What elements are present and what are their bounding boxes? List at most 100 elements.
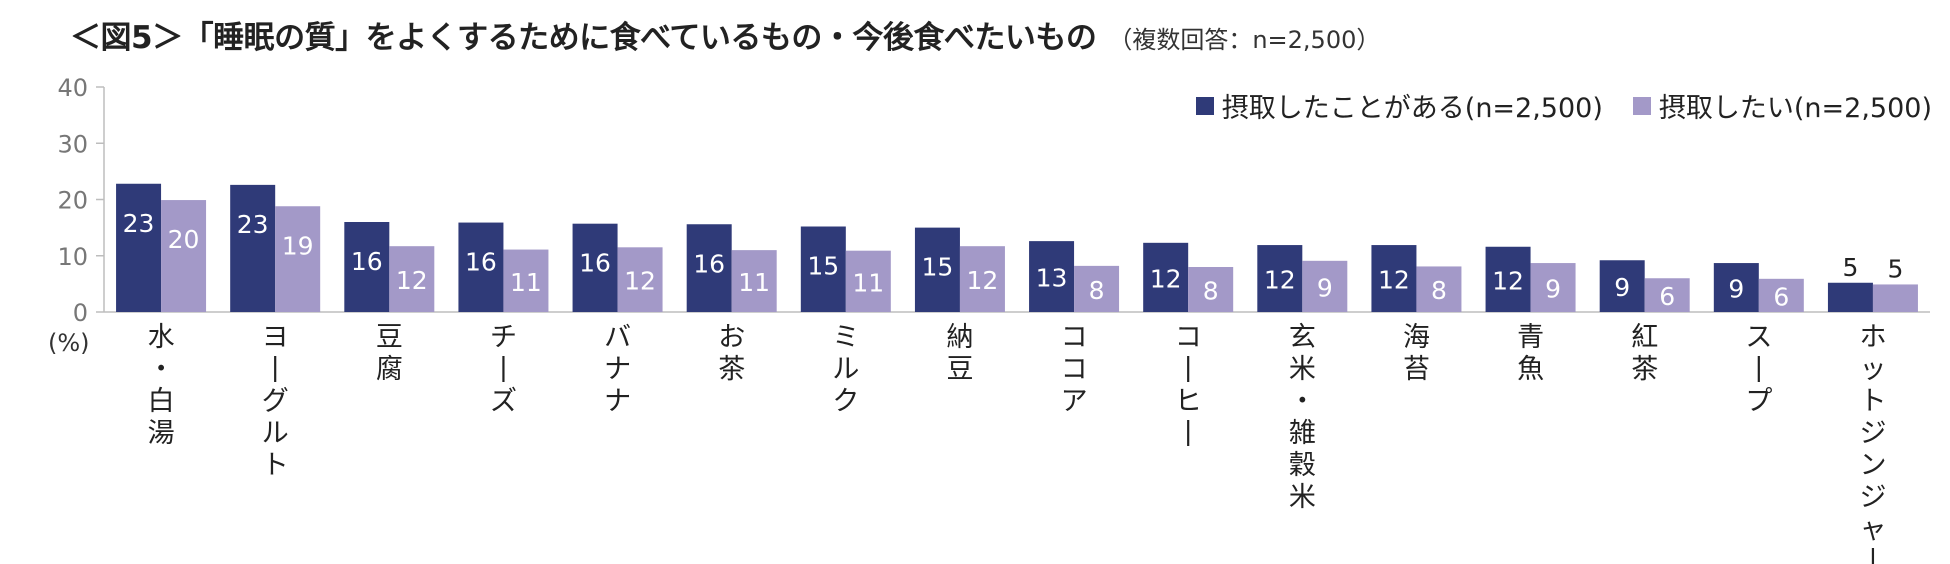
bar-series-2 bbox=[1416, 266, 1462, 312]
data-label-series-1: 12 bbox=[1492, 266, 1524, 295]
data-label-series-2: 20 bbox=[168, 225, 200, 254]
category-label: お茶 bbox=[718, 322, 745, 385]
data-label-series-2: 6 bbox=[1659, 282, 1675, 311]
legend-label-series-2: 摂取したい(n=2,500) bbox=[1658, 93, 1932, 124]
legend: 摂取したことがある(n=2,500) 摂取したい(n=2,500) bbox=[1195, 86, 1932, 125]
category-label: スプ bbox=[1745, 322, 1772, 417]
data-label-series-1: 5 bbox=[1842, 253, 1858, 282]
bar-series-1 bbox=[800, 226, 846, 312]
data-label-series-2: 11 bbox=[738, 268, 770, 297]
bar-series-1 bbox=[116, 183, 162, 312]
bar-series-2 bbox=[617, 247, 663, 312]
category-label: 玄米・雑穀米 bbox=[1289, 322, 1316, 513]
bar-series-1 bbox=[1143, 242, 1189, 312]
data-label-series-2: 19 bbox=[282, 231, 314, 260]
y-tick-label: 20 bbox=[57, 187, 88, 215]
bar-series-1 bbox=[1371, 245, 1417, 312]
chart-title-block: ＜図5＞「睡眠の質」をよくするために食べているもの・今後食べたいもの （複数回答：… bbox=[70, 12, 1380, 57]
data-label-series-1: 16 bbox=[693, 249, 725, 278]
bar-series-1 bbox=[1257, 245, 1303, 312]
legend-item-series-1: 摂取したことがある(n=2,500) bbox=[1195, 86, 1603, 125]
bar-series-2 bbox=[1872, 284, 1918, 312]
category-label: 青魚 bbox=[1517, 322, 1544, 385]
category-label: ホットジンジャ bbox=[1859, 322, 1886, 545]
legend-swatch-series-1 bbox=[1195, 96, 1214, 115]
bar-series-2 bbox=[1644, 278, 1690, 312]
bar-series-2 bbox=[731, 250, 777, 312]
data-label-series-2: 5 bbox=[1887, 254, 1903, 283]
y-tick-label: 40 bbox=[57, 74, 88, 102]
category-label: 豆腐 bbox=[376, 322, 403, 385]
bar-series-1 bbox=[1485, 246, 1531, 312]
data-label-series-1: 16 bbox=[351, 247, 383, 276]
data-label-series-1: 12 bbox=[1378, 266, 1410, 295]
bar-series-1 bbox=[572, 223, 618, 312]
data-label-series-2: 11 bbox=[510, 268, 542, 297]
y-tick-label: 30 bbox=[57, 130, 88, 158]
data-label-series-1: 12 bbox=[1264, 266, 1296, 295]
chart-subtitle: （複数回答：n=2,500） bbox=[1108, 26, 1381, 54]
bar-series-2 bbox=[275, 206, 321, 312]
label-layer: 23 20 水・白湯 23 19 ヨグルト 16 12 豆腐 16 11 チズ 16 12 バナナ 16 11 お… bbox=[123, 209, 1903, 564]
legend-swatch-series-2 bbox=[1632, 96, 1651, 115]
bar-series-1 bbox=[686, 224, 732, 312]
axis-layer: 0 10 20 30 40 (%) bbox=[48, 74, 1930, 357]
category-label: 納豆 bbox=[946, 322, 973, 385]
bar-series-2 bbox=[1074, 265, 1120, 312]
data-label-series-1: 16 bbox=[465, 248, 497, 277]
data-label-series-2: 9 bbox=[1545, 275, 1561, 304]
category-label: ミルク bbox=[832, 322, 859, 417]
chart-title: ＜図5＞「睡眠の質」をよくするために食べているもの・今後食べたいもの bbox=[70, 20, 1097, 56]
bar-series-2 bbox=[1758, 278, 1804, 312]
bar-series-1 bbox=[230, 184, 276, 312]
data-label-series-2: 11 bbox=[852, 268, 884, 297]
bar-series-1 bbox=[1713, 263, 1759, 312]
legend-item-series-2: 摂取したい(n=2,500) bbox=[1632, 86, 1932, 125]
data-label-series-2: 9 bbox=[1317, 273, 1333, 302]
category-label: 紅茶 bbox=[1631, 322, 1658, 385]
bar-series-2 bbox=[161, 200, 207, 312]
bar-series-1 bbox=[1029, 241, 1075, 312]
bar-series-1 bbox=[1599, 260, 1645, 312]
data-label-series-2: 6 bbox=[1773, 282, 1789, 311]
bar-series-1 bbox=[458, 222, 504, 312]
bar-series-1 bbox=[1827, 282, 1873, 312]
category-label: バナナ bbox=[604, 322, 631, 417]
bar-series-2 bbox=[503, 249, 549, 312]
data-label-series-1: 13 bbox=[1036, 264, 1068, 293]
data-label-series-2: 8 bbox=[1203, 277, 1219, 306]
data-label-series-1: 12 bbox=[1150, 264, 1182, 293]
bar-series-2 bbox=[389, 246, 435, 312]
bar-series-1 bbox=[344, 222, 390, 312]
bar-series-2 bbox=[959, 246, 1005, 312]
category-label: コヒ bbox=[1175, 322, 1202, 417]
data-label-series-1: 9 bbox=[1614, 273, 1630, 302]
category-label: ココア bbox=[1061, 322, 1088, 417]
data-label-series-2: 8 bbox=[1089, 276, 1105, 305]
category-label: 海苔 bbox=[1403, 322, 1430, 385]
legend-label-series-1: 摂取したことがある(n=2,500) bbox=[1221, 93, 1603, 124]
bar-layer bbox=[116, 183, 1918, 312]
data-label-series-1: 15 bbox=[807, 252, 839, 281]
bar-series-1 bbox=[914, 227, 960, 312]
data-label-series-2: 12 bbox=[967, 266, 999, 295]
category-label: 水・白湯 bbox=[148, 322, 175, 449]
bar-series-2 bbox=[1530, 263, 1576, 312]
data-label-series-2: 12 bbox=[624, 267, 656, 296]
bar-series-2 bbox=[1188, 267, 1234, 312]
data-label-series-1: 23 bbox=[123, 209, 155, 238]
data-label-series-2: 8 bbox=[1431, 276, 1447, 305]
y-tick-label: 10 bbox=[57, 243, 88, 271]
data-label-series-1: 16 bbox=[579, 249, 611, 278]
data-label-series-1: 9 bbox=[1728, 275, 1744, 304]
y-unit-label: (%) bbox=[48, 329, 90, 357]
bar-series-2 bbox=[845, 250, 891, 312]
category-label: チズ bbox=[490, 322, 517, 417]
data-label-series-1: 15 bbox=[922, 253, 954, 282]
data-label-series-1: 23 bbox=[237, 210, 269, 239]
y-tick-label: 0 bbox=[73, 299, 88, 327]
category-label: ヨグルト bbox=[262, 322, 289, 481]
data-label-series-2: 12 bbox=[396, 266, 428, 295]
bar-series-2 bbox=[1302, 260, 1348, 312]
